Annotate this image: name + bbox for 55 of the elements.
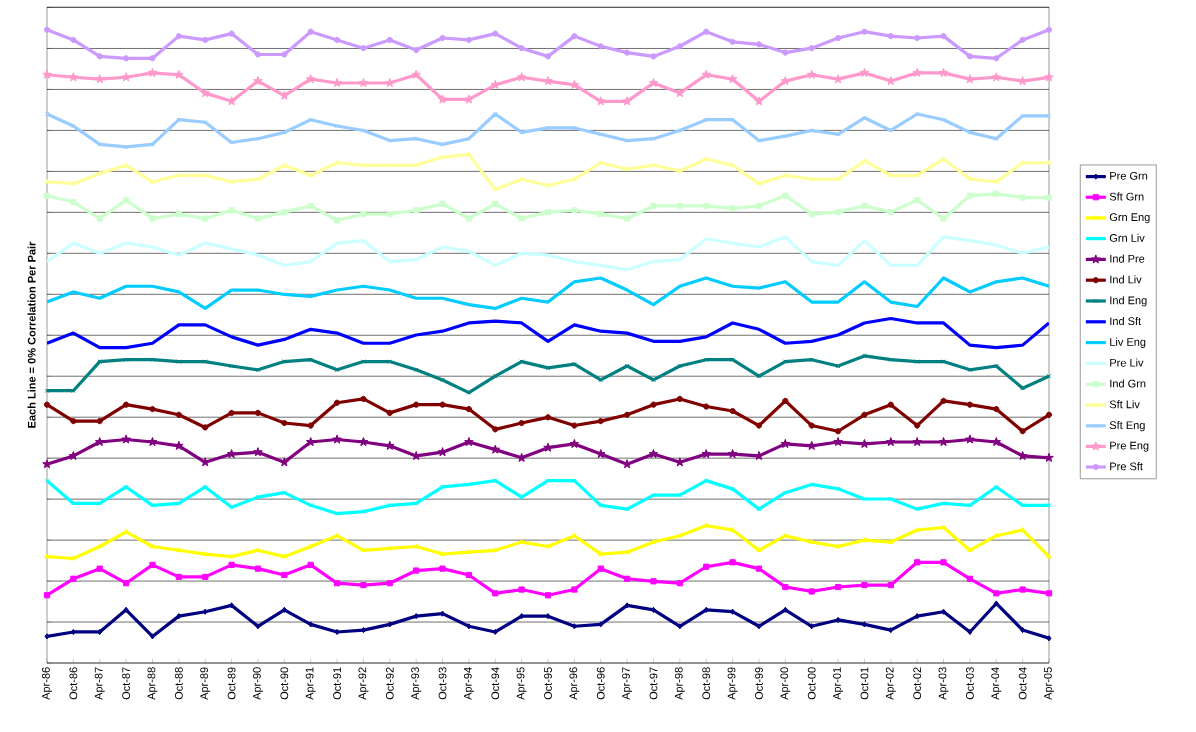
- legend-label: Sft Liv: [1109, 400, 1140, 409]
- legend-label: Liv Eng: [1110, 337, 1146, 349]
- x-tick-label: Apr-94: [463, 667, 474, 700]
- x-tick-label: Apr-96: [569, 667, 580, 700]
- x-tick-label: Apr-01: [833, 667, 844, 700]
- x-tick-label: Apr-90: [252, 667, 263, 700]
- x-tick-label: Oct-88: [174, 667, 183, 700]
- legend-label: Sft Grn: [1109, 192, 1144, 201]
- legend-label: Pre Sft: [1110, 462, 1143, 471]
- legend-label: Ind Grn: [1110, 379, 1146, 388]
- legend-label: Sft Eng: [1109, 421, 1145, 432]
- x-tick-label: Oct-00: [807, 667, 816, 700]
- x-tick-label: Oct-86: [69, 667, 78, 700]
- x-tick-label: Apr-00: [780, 667, 791, 700]
- x-tick-label: Apr-91: [305, 667, 316, 700]
- x-tick-label: Apr-99: [727, 667, 738, 700]
- x-tick-label: Apr-98: [674, 667, 685, 700]
- x-tick-label: Apr-87: [94, 667, 105, 700]
- x-tick-label: Oct-87: [122, 667, 130, 700]
- x-tick-label: Oct-93: [438, 667, 447, 700]
- x-tick-label: Apr-89: [200, 667, 211, 700]
- x-tick-label: Oct-90: [280, 667, 289, 700]
- legend-label: Pre Grn: [1110, 171, 1148, 180]
- x-tick-label: Oct-03: [966, 667, 974, 700]
- x-tick-label: Apr-04: [991, 667, 1002, 700]
- x-tick-label: Oct-91: [333, 667, 341, 700]
- legend-label: Ind Sft: [1110, 316, 1142, 326]
- x-tick-label: Oct-99: [755, 667, 763, 700]
- x-tick-label: Oct-97: [649, 667, 658, 700]
- x-tick-label: Apr-92: [358, 667, 369, 700]
- legend-label: Pre Liv: [1110, 358, 1144, 367]
- x-tick-label: Oct-01: [860, 667, 869, 700]
- legend-label: Pre Eng: [1110, 441, 1149, 452]
- x-tick-label: Apr-03: [938, 667, 949, 700]
- x-tick-label: Apr-97: [622, 667, 633, 700]
- legend-label: Grn Eng: [1109, 213, 1150, 224]
- x-tick-label: Oct-96: [596, 667, 605, 700]
- x-tick-label: Oct-94: [491, 667, 500, 700]
- legend-label: Ind Liv: [1110, 275, 1142, 284]
- x-tick-label: Apr-86: [42, 667, 52, 700]
- x-tick-label: Apr-02: [885, 667, 896, 700]
- x-tick-label: Oct-98: [702, 667, 711, 700]
- x-tick-label: Apr-05: [1044, 667, 1054, 700]
- y-axis-title: Each Line = 0% Correlation Per Pair: [27, 241, 36, 428]
- x-tick-label: Apr-88: [147, 667, 158, 700]
- legend-label: Ind Eng: [1110, 296, 1147, 307]
- legend-label: Grn Liv: [1109, 233, 1145, 242]
- legend-label: Ind Pre: [1110, 254, 1145, 263]
- x-tick-label: Oct-02: [913, 667, 922, 700]
- x-tick-label: Oct-92: [385, 667, 394, 700]
- x-tick-label: Oct-04: [1018, 667, 1027, 700]
- x-tick-label: Oct-89: [227, 667, 236, 700]
- x-tick-label: Apr-95: [516, 667, 527, 700]
- x-tick-label: Apr-93: [411, 667, 422, 700]
- x-tick-label: Oct-95: [544, 667, 552, 700]
